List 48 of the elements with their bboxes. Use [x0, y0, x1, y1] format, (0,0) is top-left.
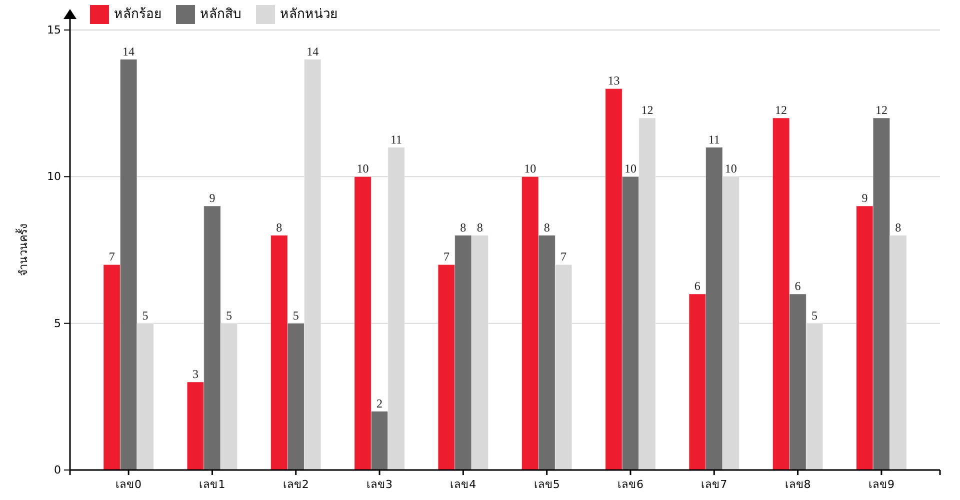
data-label: 7 — [108, 250, 115, 264]
data-label: 10 — [356, 162, 369, 176]
y-axis-title: จำนวนครั้ง — [15, 224, 30, 276]
data-label: 5 — [142, 308, 148, 322]
data-label: 10 — [724, 162, 737, 176]
x-tick-label: เลข9 — [868, 478, 894, 491]
x-tick-label: เลข2 — [282, 478, 309, 491]
data-label: 14 — [122, 44, 135, 58]
x-tick-label: เลข3 — [366, 478, 393, 491]
x-tick-label: เลข7 — [701, 478, 728, 491]
data-label: 12 — [875, 103, 888, 117]
data-label: 12 — [641, 103, 654, 117]
data-label: 10 — [624, 162, 636, 176]
data-label: 6 — [694, 279, 700, 293]
y-tick-label: 15 — [47, 24, 61, 36]
legend-label: หลักหน่วย — [280, 7, 338, 22]
x-tick-label: เลข6 — [617, 478, 644, 491]
data-label: 5 — [292, 308, 299, 322]
data-label: 9 — [862, 191, 868, 205]
legend-label: หลักร้อย — [114, 7, 162, 22]
data-label: 11 — [708, 132, 720, 146]
data-label: 5 — [812, 308, 818, 322]
data-label: 5 — [226, 308, 232, 322]
x-tick-label: เลข1 — [199, 478, 226, 491]
data-label: 13 — [608, 74, 620, 88]
data-label: 3 — [192, 367, 198, 381]
x-tick-label: เลข5 — [534, 478, 560, 491]
data-label: 8 — [476, 220, 483, 234]
data-label: 11 — [390, 132, 402, 146]
data-label: 7 — [560, 250, 567, 264]
y-tick-label: 5 — [54, 316, 61, 330]
y-tick-label: 10 — [47, 170, 61, 184]
x-tick-label: เลข8 — [784, 478, 811, 491]
data-label: 10 — [524, 162, 536, 176]
data-label: 7 — [443, 250, 450, 264]
data-label: 8 — [460, 220, 466, 234]
data-label: 2 — [376, 396, 383, 410]
data-label: 8 — [895, 220, 902, 234]
legend-label: หลักสิบ — [200, 7, 241, 22]
data-label: 6 — [794, 279, 801, 293]
data-label: 8 — [276, 220, 282, 234]
data-label: 12 — [775, 103, 788, 117]
x-tick-label: เลข0 — [116, 478, 142, 491]
data-label: 14 — [306, 44, 319, 58]
data-label: 9 — [209, 191, 216, 205]
y-tick-label: 0 — [54, 464, 61, 476]
x-tick-label: เลข4 — [450, 478, 476, 491]
data-label: 8 — [544, 220, 550, 234]
